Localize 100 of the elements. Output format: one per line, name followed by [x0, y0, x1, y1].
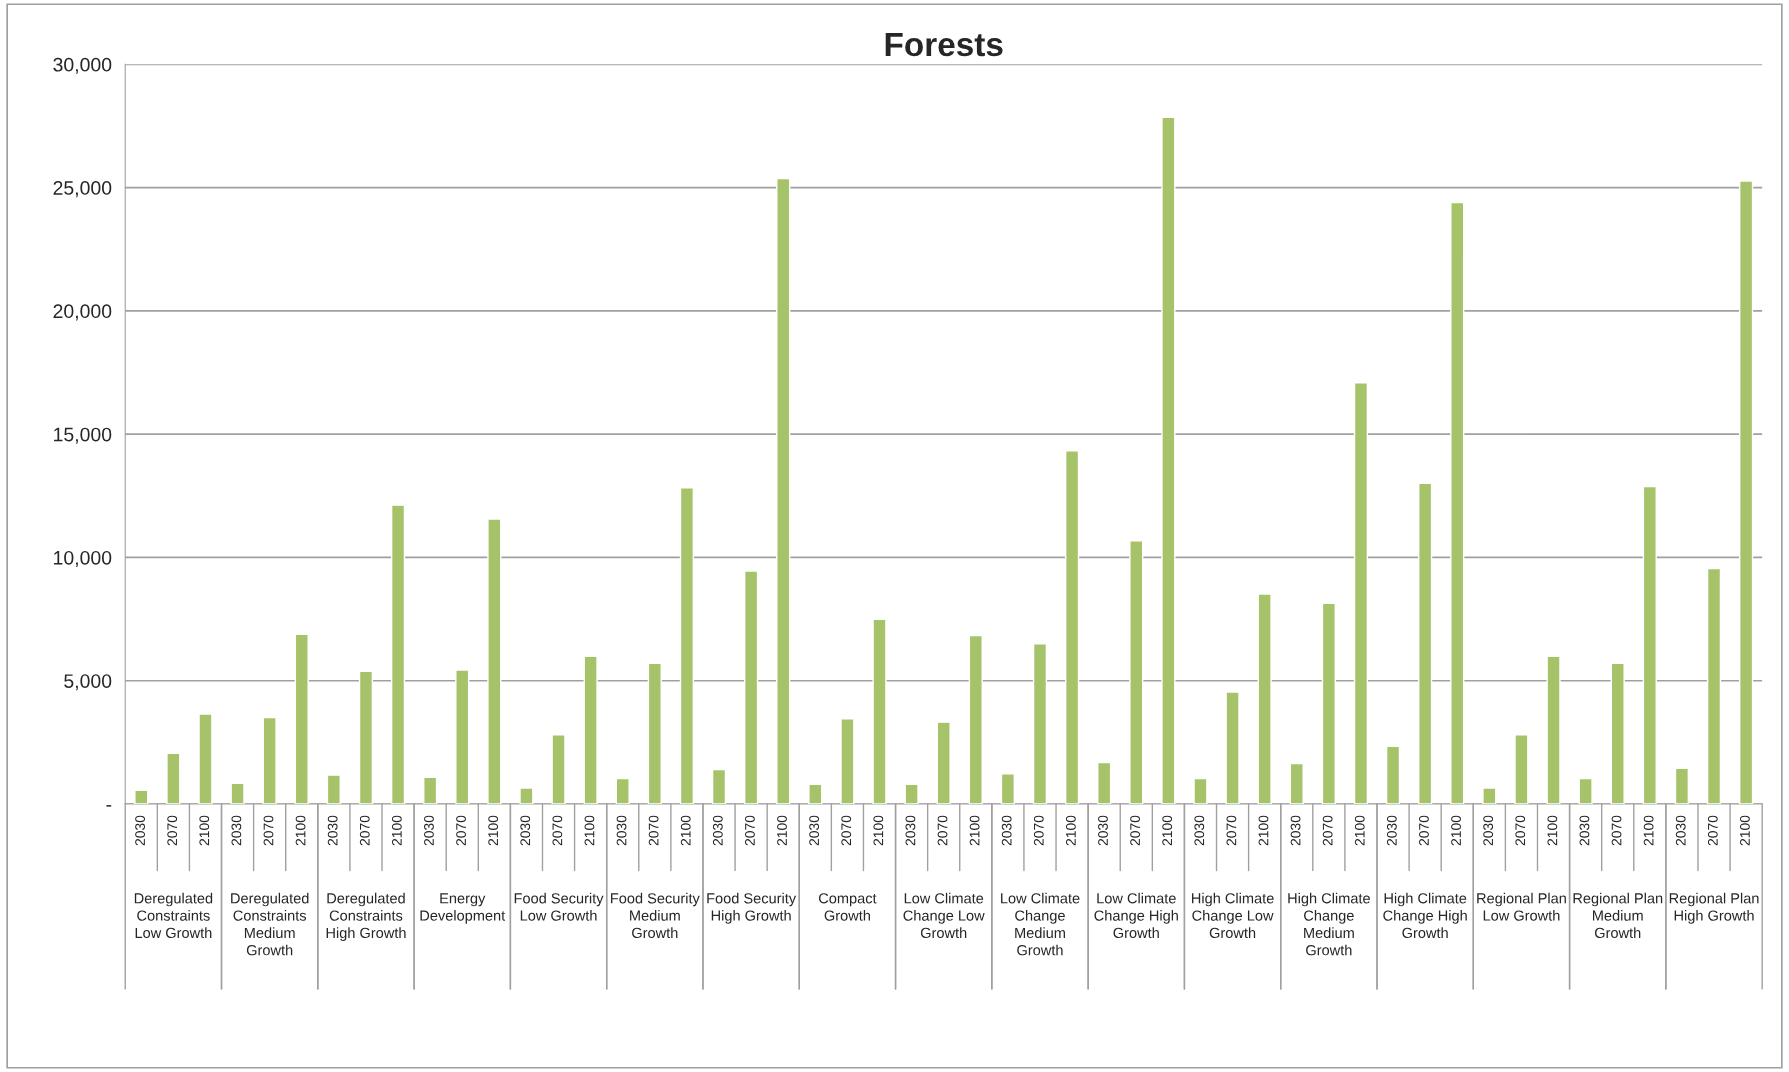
text: 2100 [1547, 815, 1558, 846]
bar [1064, 450, 1080, 804]
bar [679, 487, 695, 804]
text: 2100 [1643, 815, 1654, 846]
text: 2070 [1226, 815, 1237, 846]
text: 2030 [135, 815, 146, 846]
text: 2070 [263, 815, 274, 846]
bar [1739, 180, 1754, 804]
bar [390, 504, 406, 804]
text: 2030 [327, 815, 338, 846]
bar [455, 669, 470, 804]
x-tick-label: Low Climate Change Low Growth [903, 892, 985, 939]
bar [198, 713, 213, 804]
text: 2030 [1290, 815, 1301, 846]
text: 2070 [648, 815, 659, 846]
bar [1674, 767, 1690, 804]
y-tick-label: 5,000 [64, 674, 112, 691]
text: 2030 [712, 815, 723, 846]
text: 2070 [1322, 815, 1333, 846]
text: 2100 [873, 815, 884, 846]
bar [519, 787, 534, 804]
text: 2030 [1579, 815, 1590, 846]
text: 2030 [1098, 815, 1108, 846]
text: 2070 [167, 815, 178, 846]
text: 2070 [456, 815, 466, 846]
text: 2030 [1386, 815, 1397, 846]
bar [1642, 485, 1657, 804]
x-tick-label: Regional Plan Low Growth [1477, 892, 1566, 921]
x-tick-label: Deregulated Constraints Medium Growth [231, 892, 309, 956]
bar [1385, 745, 1401, 804]
x-tick-label: Deregulated Constraints Low Growth [134, 892, 213, 939]
bar [872, 618, 887, 804]
bar [1706, 567, 1722, 804]
x-tick-label: Regional Plan High Growth [1669, 892, 1759, 924]
y-tick-label: 30,000 [53, 57, 112, 74]
bar [134, 789, 149, 804]
x-tick-label: Compact Growth [818, 893, 877, 921]
text: 2070 [937, 815, 948, 846]
y-tick-label: 15,000 [54, 427, 112, 444]
text: 2070 [1419, 815, 1429, 846]
text: 2100 [1740, 815, 1750, 846]
x-tick-label: Deregulated Constraints High Growth [326, 892, 406, 941]
text: 2100 [488, 815, 499, 846]
bar [1289, 762, 1304, 804]
text: 2100 [584, 815, 595, 846]
bar [904, 783, 919, 804]
text: 2100 [1162, 815, 1173, 846]
bar [1161, 116, 1176, 804]
text: 2100 [680, 815, 691, 846]
bar [1129, 540, 1144, 804]
text: 2070 [841, 815, 852, 846]
x-tick-label: Food Security High Growth [707, 892, 797, 924]
x-tick-label: Low Climate Change Medium Growth [1001, 892, 1080, 956]
bar [1482, 787, 1497, 804]
bar [1450, 201, 1465, 804]
text: 2100 [777, 815, 787, 846]
text: 2070 [1033, 815, 1044, 846]
bar [840, 717, 855, 804]
text: 2100 [199, 815, 210, 846]
text: 2030 [905, 815, 916, 846]
text: 2100 [1065, 815, 1076, 846]
text: 2100 [969, 815, 980, 846]
text: 2070 [552, 815, 563, 846]
text: 2070 [1611, 815, 1622, 846]
bar [936, 721, 951, 804]
text: 2030 [616, 815, 627, 846]
bar [1193, 777, 1208, 804]
bar [776, 177, 791, 804]
bar [1032, 643, 1048, 804]
y-tick-label: - [106, 805, 112, 807]
text: 2030 [520, 815, 531, 846]
text: 2070 [1707, 815, 1718, 846]
text: 2030 [1194, 815, 1205, 846]
bar [487, 518, 502, 804]
bar [1225, 691, 1240, 804]
bar [423, 776, 438, 804]
bar [968, 634, 983, 804]
text: 2100 [295, 815, 306, 846]
bar [711, 768, 727, 804]
text: 2030 [1675, 815, 1686, 846]
x-tick-label: Food Security Low Growth [514, 892, 604, 921]
bar [1097, 761, 1112, 804]
bar [1257, 593, 1272, 804]
text: 2070 [1515, 815, 1526, 846]
y-tick-label: 10,000 [54, 550, 112, 567]
chart-title: Forests [885, 33, 1003, 57]
bar [1546, 655, 1561, 804]
x-tick-label: Food Security Medium Growth [611, 892, 700, 939]
bar [1321, 602, 1336, 804]
bar [166, 752, 181, 804]
x-tick-label: Low Climate Change High Growth [1094, 892, 1178, 939]
text: 2100 [1354, 815, 1365, 846]
text: 2070 [1130, 815, 1141, 846]
text: 2070 [745, 815, 755, 846]
bar [1418, 482, 1433, 804]
bar [647, 662, 662, 804]
x-tick-label: Regional Plan Medium Growth [1573, 892, 1663, 939]
bar [262, 716, 277, 804]
bar [551, 734, 566, 804]
bar [1000, 773, 1016, 804]
